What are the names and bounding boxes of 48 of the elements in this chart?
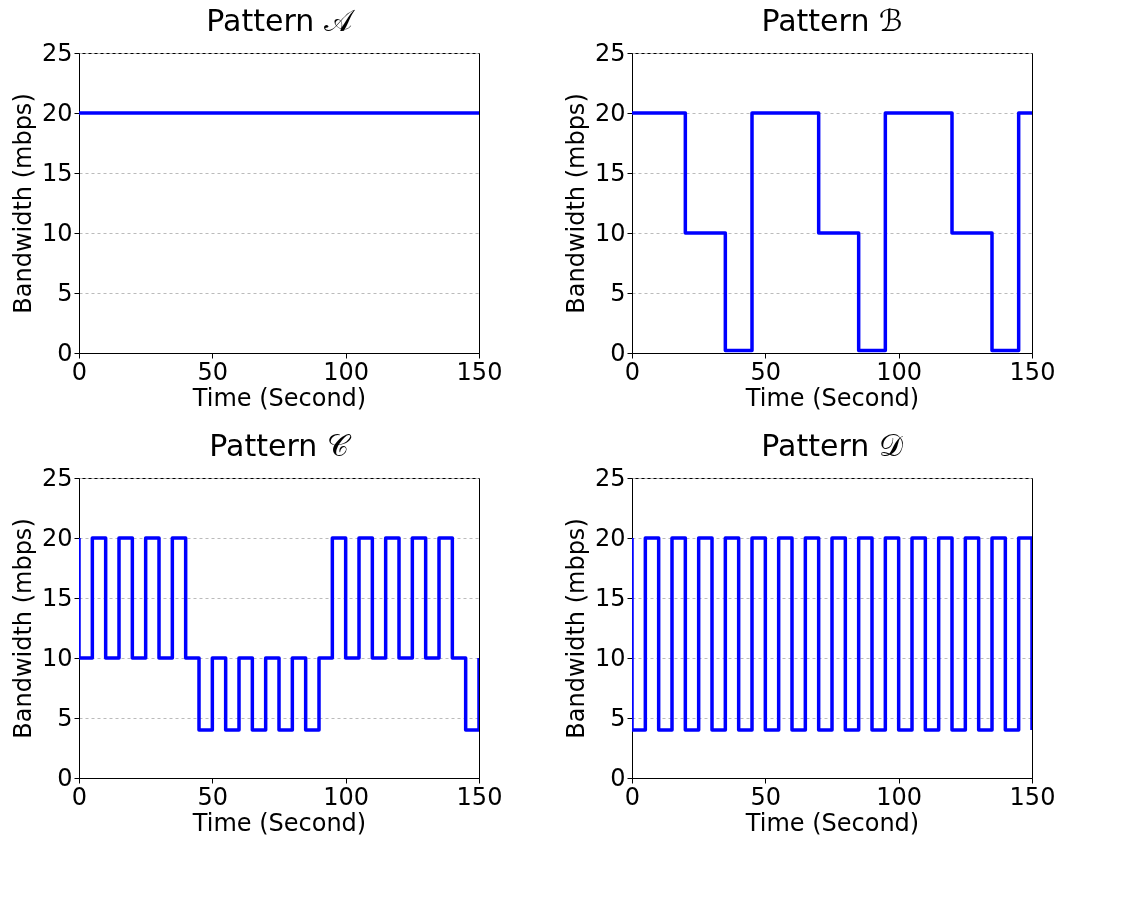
y-tick-label: 0 bbox=[610, 763, 626, 792]
x-tick-label: 50 bbox=[197, 357, 229, 386]
x-tick-label: 100 bbox=[876, 782, 923, 811]
y-axis-title: Bandwidth (mbps) bbox=[561, 518, 590, 739]
x-tick-label: 50 bbox=[750, 357, 782, 386]
y-tick-label: 0 bbox=[57, 763, 73, 792]
y-axis-title: Bandwidth (mbps) bbox=[561, 93, 590, 314]
chart-title: Pattern 𝒟 bbox=[761, 428, 903, 463]
x-axis-title: Time (Second) bbox=[191, 808, 367, 837]
chart-title: Pattern ℬ bbox=[761, 3, 903, 38]
x-tick-label: 50 bbox=[197, 782, 229, 811]
y-tick-label: 5 bbox=[57, 278, 73, 307]
y-tick-label: 0 bbox=[57, 338, 73, 367]
y-tick-label: 5 bbox=[57, 703, 73, 732]
y-tick-label: 15 bbox=[41, 158, 73, 187]
y-tick-label: 25 bbox=[41, 463, 73, 492]
x-axis-title: Time (Second) bbox=[744, 808, 920, 837]
y-tick-label: 10 bbox=[594, 218, 626, 247]
x-tick-label: 100 bbox=[323, 782, 370, 811]
chart-title: Pattern 𝒞 bbox=[209, 428, 352, 463]
x-tick-label: 50 bbox=[750, 782, 782, 811]
chart-title: Pattern 𝒜 bbox=[206, 3, 356, 38]
y-axis-title: Bandwidth (mbps) bbox=[8, 93, 37, 314]
y-tick-label: 20 bbox=[594, 523, 626, 552]
x-axis-title: Time (Second) bbox=[191, 383, 367, 412]
y-tick-label: 25 bbox=[594, 463, 626, 492]
x-tick-label: 150 bbox=[1009, 782, 1056, 811]
y-axis-title: Bandwidth (mbps) bbox=[8, 518, 37, 739]
y-tick-label: 20 bbox=[41, 523, 73, 552]
x-tick-label: 100 bbox=[876, 357, 923, 386]
y-tick-label: 25 bbox=[41, 38, 73, 67]
y-tick-label: 10 bbox=[41, 218, 73, 247]
y-tick-label: 25 bbox=[594, 38, 626, 67]
x-tick-label: 150 bbox=[456, 357, 503, 386]
y-tick-label: 10 bbox=[594, 643, 626, 672]
x-tick-label: 150 bbox=[1009, 357, 1056, 386]
y-tick-label: 15 bbox=[41, 583, 73, 612]
y-tick-label: 5 bbox=[610, 278, 626, 307]
y-tick-label: 20 bbox=[41, 98, 73, 127]
y-tick-label: 15 bbox=[594, 158, 626, 187]
x-tick-label: 100 bbox=[323, 357, 370, 386]
y-tick-label: 0 bbox=[610, 338, 626, 367]
y-tick-label: 20 bbox=[594, 98, 626, 127]
y-tick-label: 5 bbox=[610, 703, 626, 732]
y-tick-label: 10 bbox=[41, 643, 73, 672]
x-tick-label: 150 bbox=[456, 782, 503, 811]
y-tick-label: 15 bbox=[594, 583, 626, 612]
x-axis-title: Time (Second) bbox=[744, 383, 920, 412]
